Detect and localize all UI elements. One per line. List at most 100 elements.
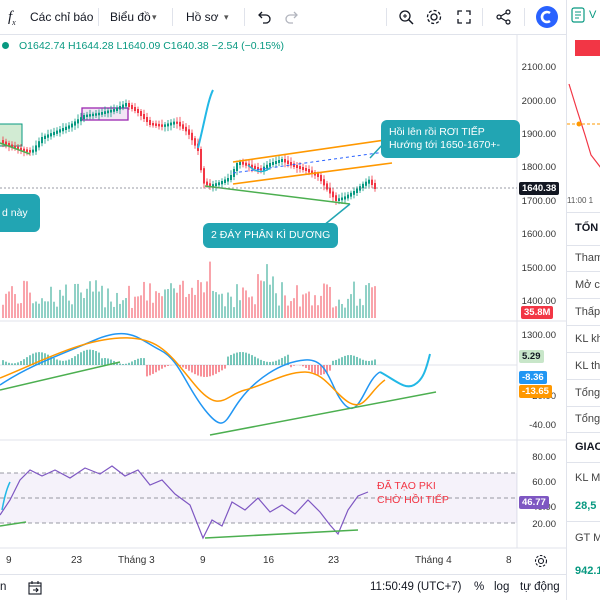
volume-bar — [251, 296, 253, 318]
histogram-bar — [314, 365, 316, 374]
ohlc-legend: O1642.74 H1644.28 L1640.09 C1640.38 −2.5… — [0, 40, 284, 52]
callout-note[interactable]: Hồi lên rồi RƠI TIẾP Hướng tới 1650-1670… — [381, 120, 520, 158]
price-tick: 1800.00 — [512, 162, 556, 173]
text-note[interactable]: ĐÃ TẠO PKI — [377, 480, 436, 492]
volume-bar — [119, 304, 121, 318]
candle-body — [44, 136, 46, 139]
histogram-bar — [212, 365, 214, 375]
redo-icon[interactable] — [282, 7, 302, 27]
calendar-icon[interactable] — [26, 579, 44, 600]
text-note[interactable]: CHỜ HỒI TIẾP — [377, 494, 449, 506]
candle-body — [83, 115, 85, 119]
histogram-bar — [353, 356, 355, 365]
volume-bar — [365, 285, 367, 318]
histogram-bar — [5, 362, 7, 365]
volume-bar — [71, 304, 73, 318]
divergence-line[interactable] — [210, 392, 436, 435]
volume-bar — [110, 302, 112, 318]
chart-canvas[interactable] — [0, 34, 566, 574]
volume-bar — [116, 293, 118, 318]
histogram-bar — [254, 357, 256, 365]
chevron-down-icon[interactable]: ▾ — [152, 8, 157, 26]
candle-body — [113, 109, 115, 112]
volume-bar — [332, 307, 334, 318]
divergence-line[interactable] — [205, 530, 358, 538]
candle-body — [164, 124, 166, 126]
chart-area[interactable]: 2100.00 2000.00 1900.00 1800.00 1700.00 … — [0, 34, 566, 574]
volume-bar — [173, 288, 175, 318]
gear-icon[interactable] — [424, 7, 444, 27]
candle-body — [299, 166, 301, 169]
fullscreen-icon[interactable] — [454, 7, 474, 27]
candle-body — [2, 140, 4, 144]
candle-body — [128, 103, 130, 107]
candle-body — [89, 114, 91, 116]
histogram-bar — [95, 351, 97, 365]
projection-curve[interactable] — [198, 90, 213, 148]
chevron-down-icon[interactable]: ▾ — [224, 8, 229, 26]
callout-note[interactable]: d này — [0, 194, 40, 232]
volume-bar — [254, 304, 256, 318]
candle-body — [137, 109, 139, 113]
trend-line[interactable] — [0, 362, 120, 390]
chart-type-button[interactable]: Biểu đồ — [110, 8, 151, 26]
candle-body — [68, 125, 70, 128]
time-tick: Tháng 4 — [415, 555, 452, 566]
volume-bar — [149, 283, 151, 318]
candle-body — [161, 124, 163, 126]
projection-curve[interactable] — [380, 354, 430, 386]
channel-mid-line[interactable] — [233, 151, 392, 173]
undo-icon[interactable] — [254, 7, 274, 27]
candle-body — [92, 114, 94, 116]
brand-logo-icon[interactable] — [536, 6, 558, 28]
auto-toggle[interactable]: tự động — [520, 581, 560, 593]
histogram-bar — [329, 365, 331, 371]
histogram-bar — [242, 352, 244, 365]
stat-value: 28,5 — [575, 500, 596, 512]
macd-line-badge: -8.36 — [519, 371, 547, 384]
channel-top-line[interactable] — [233, 139, 392, 162]
settings-gear-icon[interactable] — [533, 553, 549, 572]
volume-bar — [155, 291, 157, 318]
symbol-header[interactable]: V — [589, 9, 596, 21]
volume-bar — [68, 301, 70, 318]
share-icon[interactable] — [494, 7, 514, 27]
indicators-button[interactable]: Các chỉ báo — [30, 8, 93, 26]
stat-label: Tổng — [575, 413, 600, 425]
candle-body — [362, 184, 364, 188]
candle-body — [320, 175, 322, 181]
candle-body — [131, 105, 133, 109]
candle-body — [182, 124, 184, 129]
histogram-bar — [83, 351, 85, 365]
histogram-bar — [155, 365, 157, 372]
toolbar-divider — [482, 8, 483, 26]
volume-bar — [140, 295, 142, 318]
fx-icon[interactable]: fx — [8, 7, 28, 27]
divider — [567, 521, 600, 522]
range-button[interactable]: n — [0, 581, 6, 593]
divider — [567, 212, 600, 213]
volume-bar — [221, 294, 223, 318]
histogram-bar — [275, 361, 277, 365]
support-line[interactable] — [205, 186, 350, 204]
divider — [567, 462, 600, 463]
volume-bar — [56, 307, 58, 318]
callout-note[interactable]: 2 ĐÁY PHÂN KÌ DƯƠNG — [203, 223, 338, 248]
profile-button[interactable]: Hồ sơ — [186, 8, 219, 26]
histogram-bar — [197, 365, 199, 376]
price-tick: 1300.00 — [512, 330, 556, 341]
log-toggle[interactable]: log — [494, 581, 509, 593]
volume-bar — [53, 302, 55, 318]
candle-body — [194, 138, 196, 145]
percent-toggle[interactable]: % — [474, 581, 484, 593]
volume-bar — [146, 300, 148, 318]
volume-bar — [338, 300, 340, 318]
clock-readout[interactable]: 11:50:49 (UTC+7) — [370, 581, 462, 593]
volume-bar — [287, 306, 289, 318]
histogram-bar — [185, 365, 187, 369]
search-icon[interactable] — [396, 7, 416, 27]
watchlist-icon[interactable] — [571, 7, 585, 26]
stat-label: Mở c — [575, 279, 600, 291]
candle-body — [149, 120, 151, 125]
volume-bar — [35, 301, 37, 318]
